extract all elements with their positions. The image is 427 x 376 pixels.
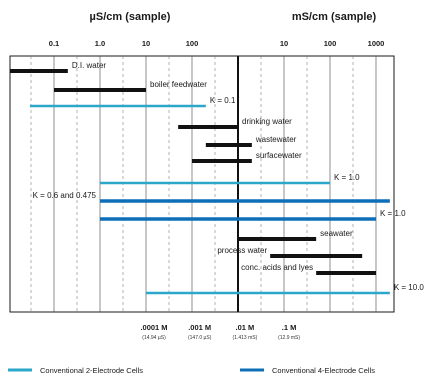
plot-frame bbox=[9, 55, 395, 313]
tick-labels-right: 10 100 1000 bbox=[280, 39, 385, 48]
range-bar-label: drinking water bbox=[242, 117, 292, 126]
legend-label-4-electrode: Conventional 4-Electrode Cells bbox=[272, 366, 375, 375]
molar-label: .01 M bbox=[236, 323, 255, 332]
molar-markers: .0001 M (14.94 µS) .001 M (147.0 µS) .01 M (1… bbox=[140, 323, 300, 341]
molar-label: .001 M bbox=[188, 323, 211, 332]
tick-label-left: 1.0 bbox=[95, 39, 105, 48]
legend: Conventional 2-Electrode Cells Conventio… bbox=[8, 366, 375, 375]
range-bar-label: D.I. water bbox=[72, 61, 107, 70]
molar-sublabel: (12.9 mS) bbox=[278, 335, 300, 341]
molar-label: .0001 M bbox=[140, 323, 167, 332]
range-bar-label: K = 1.0 bbox=[334, 173, 360, 182]
range-bar-label: seawater bbox=[320, 229, 353, 238]
range-bar-label: K = 10.0 bbox=[394, 283, 425, 292]
molar-sublabel: (147.0 µS) bbox=[188, 335, 212, 341]
tick-labels-left: 0.1 1.0 10 100 bbox=[49, 39, 198, 48]
legend-label-2-electrode: Conventional 2-Electrode Cells bbox=[40, 366, 143, 375]
range-bar-label: conc. acids and lyes bbox=[241, 263, 313, 272]
range-bar-label: process water bbox=[217, 246, 267, 255]
header-left: µS/cm (sample) bbox=[90, 11, 171, 23]
range-bar-label: K = 0.6 and 0.475 bbox=[33, 191, 97, 200]
molar-sublabel: (1.413 mS) bbox=[233, 335, 258, 341]
tick-label-left: 0.1 bbox=[49, 39, 59, 48]
molar-sublabel: (14.94 µS) bbox=[142, 335, 166, 341]
tick-label-right: 100 bbox=[324, 39, 337, 48]
range-bar-label: K = 1.0 bbox=[380, 209, 406, 218]
range-bar-label: surfacewater bbox=[256, 151, 302, 160]
header-right: mS/cm (sample) bbox=[292, 11, 377, 23]
tick-label-right: 10 bbox=[280, 39, 288, 48]
molar-label: .1 M bbox=[282, 323, 297, 332]
tick-label-right: 1000 bbox=[368, 39, 385, 48]
tick-label-left: 100 bbox=[186, 39, 199, 48]
range-bar-label: wastewater bbox=[255, 135, 297, 144]
range-bar-label: K = 0.1 bbox=[210, 96, 236, 105]
tick-label-left: 10 bbox=[142, 39, 150, 48]
range-bar-label: boiler feedwater bbox=[150, 80, 207, 89]
